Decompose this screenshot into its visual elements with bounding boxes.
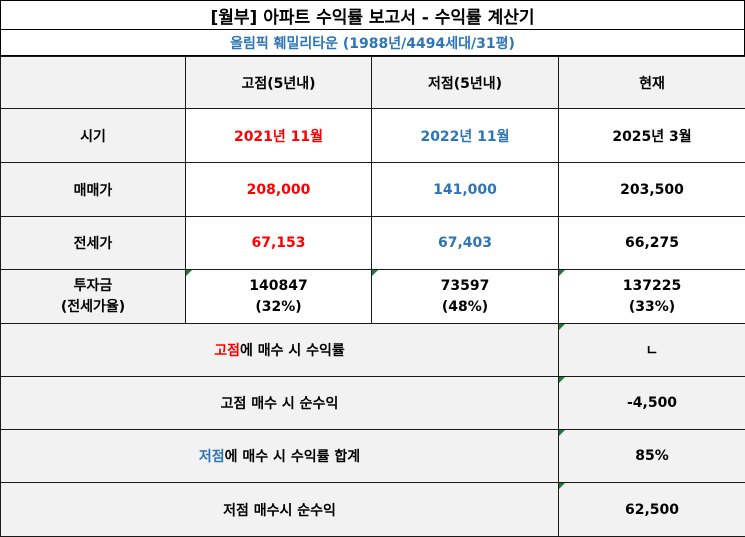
row-label-jeonse-price: 전세가 [1, 217, 186, 270]
summary-row: 저점에 매수 시 수익률 합계 85% [1, 430, 745, 483]
summary-row: 고점에 매수 시 수익률 ㄴ [1, 324, 745, 377]
high-investment-amount: 140847 [186, 276, 371, 297]
summary-row: 고점 매수 시 순수익 -4,500 [1, 377, 745, 430]
header-high: 고점(5년내) [186, 57, 372, 109]
summary-label-high-return: 고점에 매수 시 수익률 [1, 324, 559, 377]
cell-current-period[interactable]: 2025년 3월 [559, 109, 745, 163]
summary-text: 에 매수 시 수익률 [240, 343, 345, 359]
highlight-low: 저점 [199, 449, 225, 465]
investment-label-line1: 투자금 [1, 276, 185, 297]
cell-low-period[interactable]: 2022년 11월 [372, 109, 559, 163]
row-label-sale-price: 매매가 [1, 163, 186, 217]
row-label-investment: 투자금 (전세가율) [1, 270, 186, 324]
cell-high-investment[interactable]: 140847 (32%) [186, 270, 372, 324]
table-row: 매매가 208,000 141,000 203,500 [1, 163, 745, 217]
cell-high-sale-price[interactable]: 208,000 [186, 163, 372, 217]
investment-label-line2: (전세가율) [1, 297, 185, 318]
highlight-high: 고점 [214, 343, 240, 359]
report-title: [월부] 아파트 수익률 보고서 - 수익률 계산기 [0, 0, 745, 30]
header-current: 현재 [559, 57, 745, 109]
profit-table: 고점(5년내) 저점(5년내) 현재 시기 2021년 11월 2022년 11… [0, 56, 745, 537]
summary-value-high-return[interactable]: ㄴ [559, 324, 745, 377]
cell-low-sale-price[interactable]: 141,000 [372, 163, 559, 217]
summary-label-high-net-profit: 고점 매수 시 순수익 [1, 377, 559, 430]
cell-high-jeonse-price[interactable]: 67,153 [186, 217, 372, 270]
summary-value-low-net-profit[interactable]: 62,500 [559, 483, 745, 537]
header-empty-cell [1, 57, 186, 109]
header-row: 고점(5년내) 저점(5년내) 현재 [1, 57, 745, 109]
table-row: 시기 2021년 11월 2022년 11월 2025년 3월 [1, 109, 745, 163]
summary-row: 저점 매수시 순수익 62,500 [1, 483, 745, 537]
high-jeonse-ratio: (32%) [186, 297, 371, 318]
table-row: 전세가 67,153 67,403 66,275 [1, 217, 745, 270]
summary-label-low-net-profit: 저점 매수시 순수익 [1, 483, 559, 537]
summary-value-low-return[interactable]: 85% [559, 430, 745, 483]
summary-label-low-return: 저점에 매수 시 수익률 합계 [1, 430, 559, 483]
summary-value-high-net-profit[interactable]: -4,500 [559, 377, 745, 430]
header-low: 저점(5년내) [372, 57, 559, 109]
summary-text: 에 매수 시 수익률 합계 [225, 449, 360, 465]
low-jeonse-ratio: (48%) [372, 297, 558, 318]
low-investment-amount: 73597 [372, 276, 558, 297]
current-jeonse-ratio: (33%) [559, 297, 745, 318]
apartment-subtitle: 올림픽 훼밀리타운 (1988년/4494세대/31평) [0, 30, 745, 56]
summary-text: 저점 매수시 순수익 [223, 503, 336, 519]
summary-text: 고점 매수 시 순수익 [221, 396, 339, 412]
row-label-period: 시기 [1, 109, 186, 163]
current-investment-amount: 137225 [559, 276, 745, 297]
cell-current-investment[interactable]: 137225 (33%) [559, 270, 745, 324]
table-row: 투자금 (전세가율) 140847 (32%) 73597 (48%) 1372… [1, 270, 745, 324]
cell-high-period[interactable]: 2021년 11월 [186, 109, 372, 163]
cell-low-jeonse-price[interactable]: 67,403 [372, 217, 559, 270]
cell-current-sale-price[interactable]: 203,500 [559, 163, 745, 217]
cell-current-jeonse-price[interactable]: 66,275 [559, 217, 745, 270]
cell-low-investment[interactable]: 73597 (48%) [372, 270, 559, 324]
